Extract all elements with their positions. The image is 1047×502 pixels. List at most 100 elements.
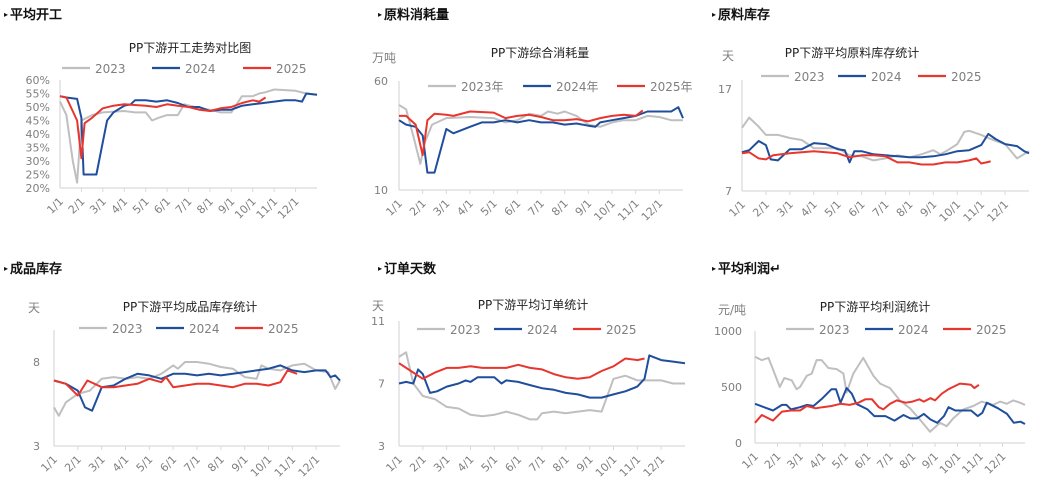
x-tick-label: 12/1 [296, 453, 323, 480]
x-tick-label: 1/1 [44, 195, 66, 217]
series-line-2024 [398, 354, 686, 399]
x-tick-label: 7/1 [173, 195, 195, 217]
x-tick-label: 3/1 [87, 195, 109, 217]
series-line-2025 [53, 369, 298, 397]
x-tick-label: 6/1 [158, 453, 180, 475]
series-line-2024 [59, 92, 318, 176]
x-tick-label: 4/1 [798, 198, 820, 220]
x-tick-label: 2/1 [750, 198, 772, 220]
section-heading-raw-consumption: ▸ 原料消耗量 [378, 4, 449, 23]
y-tick-label: 500 [721, 381, 742, 394]
y-axis-unit-label: 天 [372, 299, 384, 313]
series-line-2024年 [398, 106, 684, 174]
series-line-2025 [398, 357, 645, 380]
chart-title: PP下游开工走势对比图 [129, 41, 251, 55]
section-heading-text: 成品库存 [10, 262, 63, 277]
y-tick-label: 35% [26, 142, 50, 155]
x-tick-label: 7/1 [525, 197, 547, 219]
x-tick-label: 1/1 [383, 197, 405, 219]
legend-label: 2024 [898, 323, 929, 337]
y-tick-label: 30% [26, 155, 50, 168]
y-tick-label: 7 [725, 185, 732, 198]
legend-label: 2025 [976, 323, 1007, 337]
x-tick-label: 8/1 [550, 453, 572, 475]
bullet-triangle-icon: ▸ [378, 264, 383, 273]
section-heading-text: 平均利润↵ [718, 262, 781, 277]
series-line-2023 [398, 351, 685, 421]
x-tick-label: 5/1 [130, 195, 152, 217]
x-tick-label: 10/1 [937, 450, 964, 477]
series-line-2025 [59, 95, 267, 160]
x-tick-label: 5/1 [479, 453, 501, 475]
section-heading-order-days: ▸ 订单天数 [378, 258, 436, 277]
legend-label: 2024 [189, 322, 220, 336]
legend-label: 2024 [527, 323, 558, 337]
chart-title: PP下游平均成品库存统计 [123, 299, 257, 314]
legend-label: 2023 [95, 62, 126, 76]
x-tick-label: 7/1 [870, 198, 892, 220]
chart-title: PP下游平均原料库存统计 [785, 45, 919, 60]
x-tick-label: 3/1 [784, 450, 806, 472]
x-tick-label: 11/1 [961, 198, 988, 225]
y-tick-label: 60% [26, 74, 50, 87]
bullet-triangle-icon: ▸ [4, 10, 9, 19]
x-tick-label: 3/1 [431, 197, 453, 219]
x-tick-label: 9/1 [574, 453, 596, 475]
legend-label: 2025 [606, 323, 637, 337]
x-tick-label: 10/1 [937, 198, 964, 225]
legend-label: 2023 [794, 70, 825, 84]
x-tick-label: 4/1 [110, 453, 132, 475]
x-tick-label: 1/1 [383, 453, 405, 475]
y-tick-label: 55% [26, 88, 50, 101]
x-tick-label: 12/1 [982, 450, 1009, 477]
x-tick-label: 12/1 [641, 453, 668, 480]
x-tick-label: 12/1 [985, 198, 1012, 225]
section-heading-text: 订单天数 [384, 262, 437, 277]
x-tick-label: 8/1 [897, 450, 919, 472]
x-tick-label: 2/1 [66, 195, 88, 217]
section-heading-text: 平均开工 [10, 8, 63, 23]
x-tick-label: 4/1 [807, 450, 829, 472]
x-tick-label: 1/1 [739, 450, 761, 472]
x-tick-label: 7/1 [526, 453, 548, 475]
x-tick-label: 6/1 [151, 195, 173, 217]
x-tick-label: 10/1 [248, 453, 275, 480]
y-tick-label: 20% [26, 182, 50, 195]
x-tick-label: 8/1 [194, 195, 216, 217]
x-tick-label: 6/1 [502, 197, 524, 219]
y-tick-label: 3 [378, 440, 385, 453]
series-line-2023年 [398, 104, 683, 165]
section-heading-raw-inventory: ▸ 原料库存 [712, 4, 770, 23]
x-tick-label: 3/1 [774, 198, 796, 220]
x-tick-label: 11/1 [615, 197, 642, 224]
y-tick-label: 25% [26, 169, 50, 182]
x-tick-label: 10/1 [591, 197, 618, 224]
x-tick-label: 4/1 [109, 195, 131, 217]
bullet-triangle-icon: ▸ [4, 264, 9, 273]
x-tick-label: 4/1 [455, 453, 477, 475]
bullet-triangle-icon: ▸ [378, 10, 383, 19]
series-line-2023 [754, 355, 1026, 433]
section-heading-text: 原料消耗量 [384, 8, 450, 23]
x-tick-label: 6/1 [852, 450, 874, 472]
x-tick-label: 12/1 [275, 195, 302, 222]
y-tick-label: 3 [33, 440, 40, 453]
bullet-triangle-icon: ▸ [712, 264, 717, 273]
legend-label: 2025 [951, 70, 982, 84]
chart-title: PP下游平均订单统计 [478, 298, 588, 312]
x-tick-label: 2/1 [407, 453, 429, 475]
legend-label: 2023 [450, 323, 481, 337]
section-heading-avg-profit: ▸ 平均利润↵ [712, 258, 781, 277]
y-axis-unit-label: 万吨 [372, 51, 396, 65]
y-tick-label: 11 [371, 315, 385, 328]
bullet-triangle-icon: ▸ [712, 10, 717, 19]
section-heading-text: 原料库存 [718, 8, 771, 23]
series-line-2024 [754, 387, 1026, 425]
x-tick-label: 2/1 [62, 453, 84, 475]
x-tick-label: 5/1 [478, 197, 500, 219]
x-tick-label: 2/1 [407, 197, 429, 219]
x-tick-label: 8/1 [549, 197, 571, 219]
x-tick-label: 11/1 [959, 450, 986, 477]
x-tick-label: 10/1 [593, 453, 620, 480]
x-tick-label: 9/1 [229, 453, 251, 475]
